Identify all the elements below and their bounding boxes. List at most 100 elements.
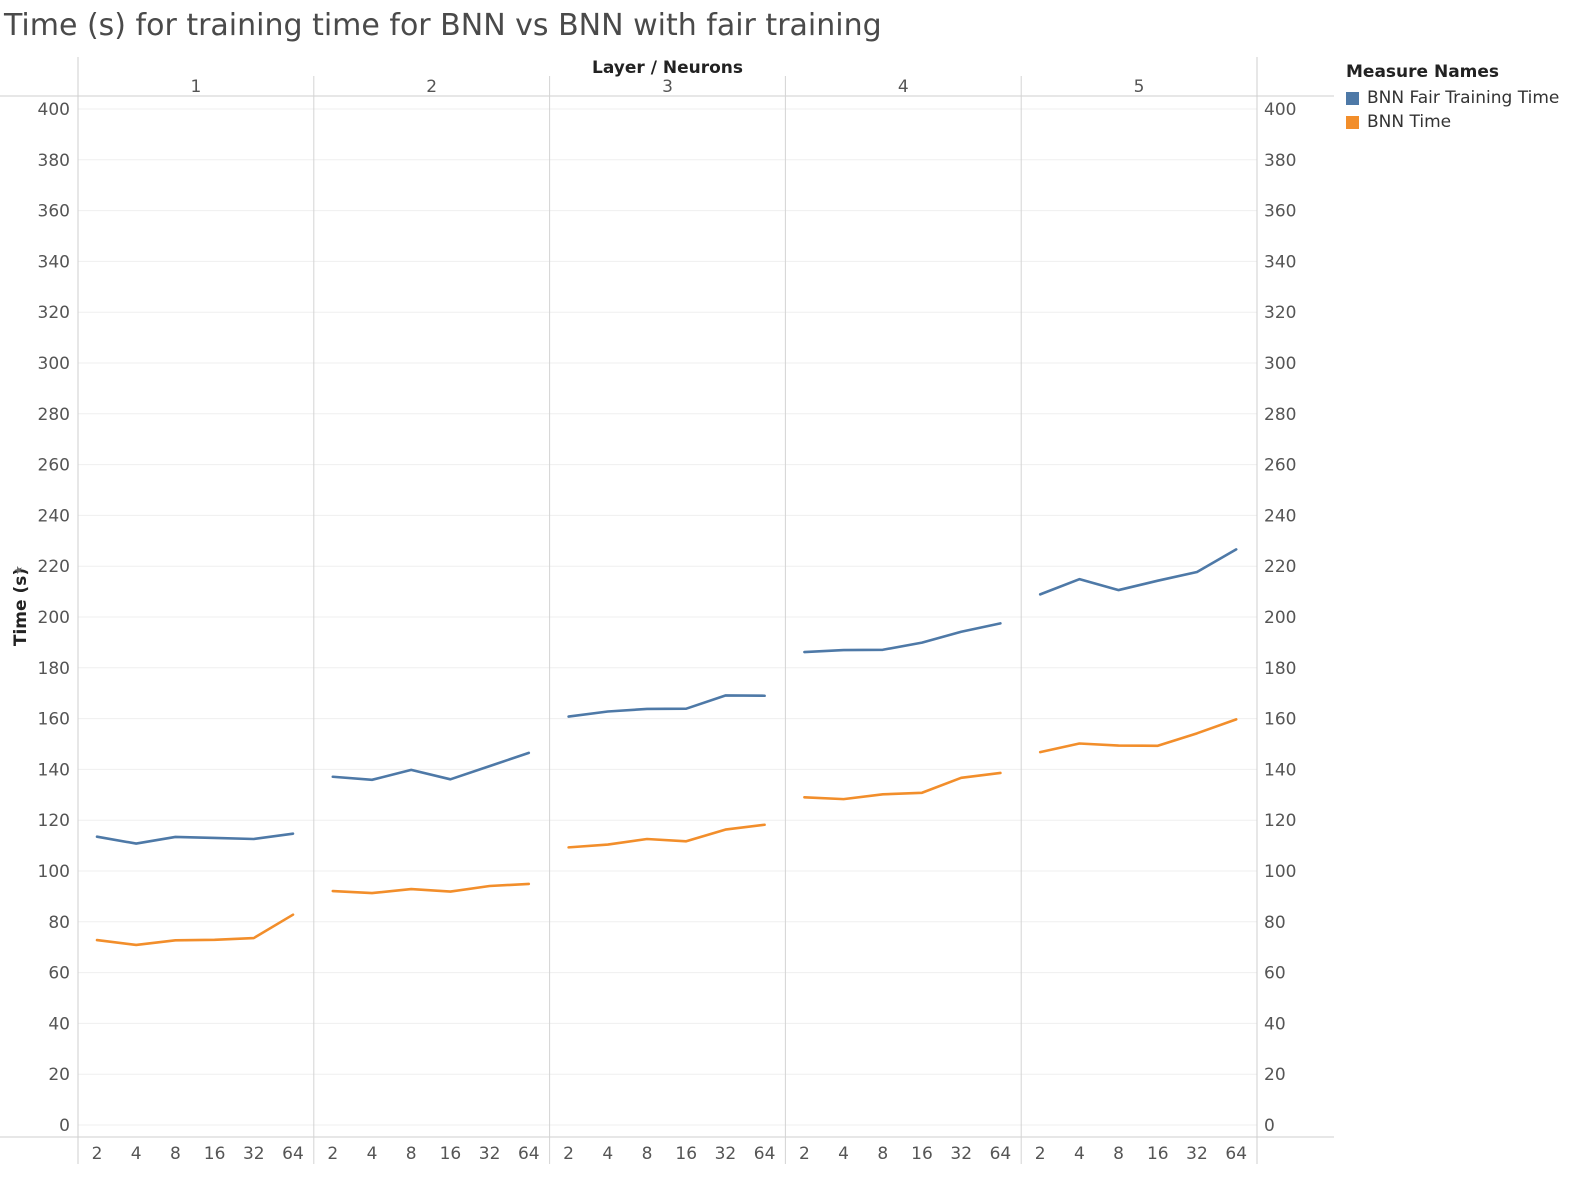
y-tick-label-right: 280 [1264,405,1296,425]
x-tick-label: 16 [440,1144,462,1164]
legend-label-bnn: BNN Time [1367,112,1452,132]
y-tick-label-left: 100 [38,862,70,882]
legend-item-bnn-time[interactable]: BNN Time [1346,110,1559,134]
x-tick-label: 16 [204,1144,226,1164]
y-tick-label-right: 300 [1264,354,1296,374]
y-tick-label-left: 80 [48,913,70,933]
series-line-fair-training-layer-5 [1038,548,1238,596]
y-tick-label-right: 60 [1264,964,1286,984]
x-tick-label: 32 [715,1144,737,1164]
legend-swatch-fair [1346,91,1359,105]
y-tick-label-right: 360 [1264,202,1296,222]
y-tick-label-right: 80 [1264,913,1286,933]
y-tick-label-right: 340 [1264,252,1296,272]
y-tick-label-left: 40 [48,1014,70,1034]
x-tick-label: 8 [406,1144,417,1164]
x-tick-label: 64 [518,1144,540,1164]
x-tick-label: 64 [282,1144,304,1164]
y-axis-label: Time (s) [11,568,31,646]
chart-plot: Layer / Neurons 0 0 20 20 40 40 60 60 80 80 100 100 1… [0,57,1334,1164]
y-tick-label-right: 260 [1264,456,1296,476]
y-tick-label-right: 40 [1264,1014,1286,1034]
y-tick-label-right: 240 [1264,506,1296,526]
y-tick-label-right: 220 [1264,557,1296,577]
x-tick-label: 2 [563,1144,574,1164]
x-tick-label: 16 [675,1144,697,1164]
legend-swatch-bnn [1346,115,1359,129]
y-tick-label-left: 120 [38,811,70,831]
x-tick-label: 8 [1113,1144,1124,1164]
y-tick-label-right: 180 [1264,659,1296,679]
series-line-bnn-time-layer-3 [567,823,766,849]
series-line-bnn-time-layer-2 [331,882,531,895]
x-tick-label: 4 [602,1144,613,1164]
series-line-fair-training-layer-4 [803,622,1002,654]
x-tick-label: 32 [243,1144,265,1164]
y-tick-label-left: 160 [38,710,70,730]
y-tick-label-right: 400 [1264,100,1296,120]
y-tick-label-right: 200 [1264,608,1296,628]
series-line-fair-training-layer-1 [95,832,295,845]
series-line-fair-training-layer-2 [331,751,531,782]
x-tick-label: 32 [479,1144,501,1164]
y-tick-label-right: 0 [1264,1116,1275,1136]
y-tick-label-right: 140 [1264,760,1296,780]
legend-title: Measure Names [1346,62,1500,82]
x-tick-label: 16 [1147,1144,1169,1164]
x-tick-label: 4 [131,1144,142,1164]
chart-title: Time (s) for training time for BNN vs BN… [4,8,882,43]
panel-header-layer-5: 5 [1134,77,1145,97]
y-tick-label-right: 20 [1264,1065,1286,1085]
y-tick-label-left: 320 [38,303,70,323]
x-tick-label: 32 [950,1144,972,1164]
y-tick-label-left: 280 [38,405,70,425]
y-tick-label-right: 120 [1264,811,1296,831]
y-tick-label-left: 400 [38,100,70,120]
x-tick-label: 2 [327,1144,338,1164]
legend-item-fair-training[interactable]: BNN Fair Training Time [1346,86,1559,110]
x-tick-label: 8 [642,1144,653,1164]
panel-header-layer-3: 3 [662,77,673,97]
x-tick-label: 2 [799,1144,810,1164]
series-line-bnn-time-layer-5 [1038,718,1238,754]
x-tick-label: 4 [1074,1144,1085,1164]
x-tick-label: 64 [1225,1144,1247,1164]
y-tick-label-left: 360 [38,202,70,222]
y-tick-label-left: 200 [38,608,70,628]
x-tick-label: 64 [754,1144,776,1164]
y-tick-label-left: 340 [38,252,70,272]
y-tick-label-right: 320 [1264,303,1296,323]
legend: Measure Names BNN Fair Training Time BNN… [1346,62,1559,134]
x-tick-label: 2 [92,1144,103,1164]
y-tick-label-left: 60 [48,964,70,984]
panel-header-layer-2: 2 [426,77,437,97]
y-tick-label-left: 220 [38,557,70,577]
y-tick-label-left: 380 [38,151,70,171]
x-tick-label: 8 [877,1144,888,1164]
x-tick-label: 16 [911,1144,933,1164]
y-tick-label-right: 160 [1264,710,1296,730]
series-line-fair-training-layer-3 [567,694,766,718]
panel-header-layer-4: 4 [898,77,909,97]
y-tick-label-left: 300 [38,354,70,374]
series-line-bnn-time-layer-1 [95,913,295,947]
y-tick-label-left: 180 [38,659,70,679]
x-tick-label: 4 [367,1144,378,1164]
y-tick-label-left: 240 [38,506,70,526]
y-tick-label-left: 140 [38,760,70,780]
legend-label-fair: BNN Fair Training Time [1367,88,1560,108]
panel-header-layer-1: 1 [190,77,201,97]
y-tick-label-left: 20 [48,1065,70,1085]
x-tick-label: 4 [838,1144,849,1164]
x-tick-label: 32 [1186,1144,1208,1164]
series-line-bnn-time-layer-4 [803,771,1002,801]
x-tick-label: 64 [990,1144,1012,1164]
sort-icon: ★ [12,565,25,575]
y-tick-label-right: 380 [1264,151,1296,171]
x-tick-label: 8 [170,1144,181,1164]
y-tick-label-left: 260 [38,456,70,476]
y-tick-label-right: 100 [1264,862,1296,882]
x-tick-label: 2 [1035,1144,1046,1164]
y-tick-label-left: 0 [59,1116,70,1136]
column-header: Layer / Neurons [592,58,743,78]
